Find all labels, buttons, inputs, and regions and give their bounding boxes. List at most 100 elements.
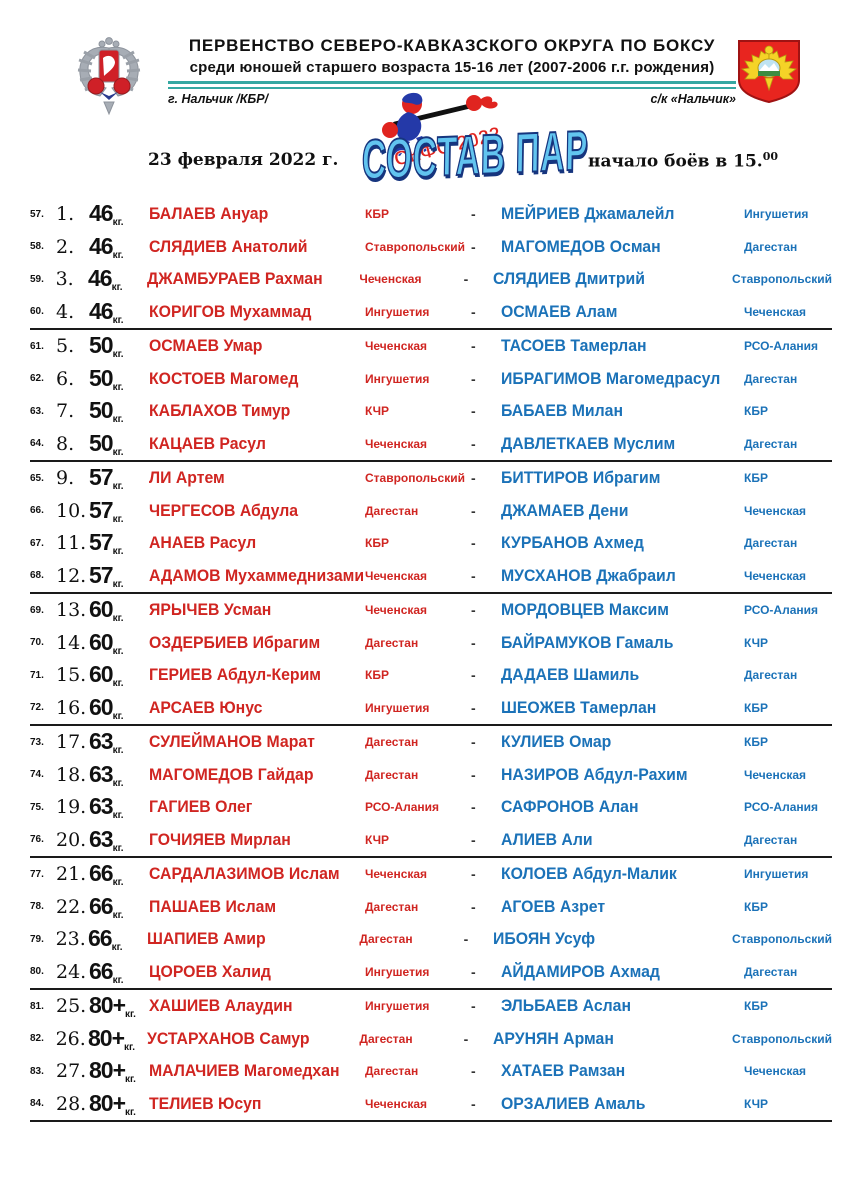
red-corner-region: Дагестан: [365, 735, 419, 750]
pairing-row: 82. 26. 80+кг. УСТАРХАНОВ Самур Дагестан…: [30, 1023, 832, 1056]
weight-value: 57: [89, 529, 114, 556]
weight-value: 66: [89, 957, 114, 984]
pair-number: 9.: [56, 467, 75, 490]
blue-corner-name: ХАТАЕВ Рамзан: [501, 1061, 626, 1081]
weight-category: 60кг.: [89, 629, 149, 657]
pair-number: 7.: [56, 400, 75, 423]
blue-corner-region: Чеченская: [744, 304, 807, 319]
pair-number: 23.: [55, 928, 86, 951]
pair-number: 8.: [56, 432, 75, 455]
red-corner-name: САРДАЛАЗИМОВ Ислам: [149, 864, 340, 884]
blue-corner-region: КБР: [744, 999, 768, 1014]
pairing-row: 57. 1. 46кг. БАЛАЕВ Ануар КБР - МЕЙРИЕВ …: [30, 198, 832, 231]
weight-unit-label: кг.: [112, 777, 124, 789]
weight-category: 46кг.: [89, 233, 149, 261]
blue-corner-name: САФРОНОВ Алан: [501, 797, 639, 817]
red-corner-region: Ставропольский: [365, 471, 465, 486]
weight-unit-label: кг.: [112, 710, 124, 722]
weight-unit-label: кг.: [112, 446, 124, 458]
versus-dash: -: [471, 766, 476, 783]
weight-value: 80+: [89, 1089, 126, 1116]
weight-value: 66: [88, 925, 113, 952]
weight-category: 63кг.: [89, 793, 149, 821]
bout-number: 67.: [30, 537, 44, 549]
blue-corner-region: КЧР: [744, 635, 769, 650]
pair-number: 16.: [56, 696, 87, 719]
pairings-table: 57. 1. 46кг. БАЛАЕВ Ануар КБР - МЕЙРИЕВ …: [30, 198, 832, 1122]
red-corner-name: ОСМАЕВ Умар: [149, 336, 263, 356]
blue-corner-region: Дагестан: [744, 832, 798, 847]
blue-corner-region: Ставропольский: [732, 272, 832, 287]
blue-corner-region: Ингушетия: [744, 867, 809, 882]
pairing-row: 64. 8. 50кг. КАЦАЕВ Расул Чеченская - ДА…: [30, 428, 832, 461]
start-time-text: начало боёв в 15.: [588, 151, 763, 172]
red-corner-region: Чеченская: [365, 867, 428, 882]
red-corner-region: Чеченская: [359, 272, 422, 287]
blue-corner-name: АГОЕВ Азрет: [501, 896, 606, 916]
blue-corner-region: Ингушетия: [744, 207, 809, 222]
weight-category: 80+кг.: [89, 1057, 149, 1085]
bout-number: 73.: [30, 736, 44, 748]
weight-value: 63: [89, 728, 114, 755]
bout-number: 76.: [30, 834, 44, 846]
weight-unit-label: кг.: [112, 381, 124, 393]
versus-dash: -: [471, 699, 476, 716]
bout-number: 57.: [30, 208, 44, 220]
pairing-row: 81. 25. 80+кг. ХАШИЕВ Алаудин Ингушетия …: [30, 990, 832, 1023]
boxer-logo-icon: СКФО 2022: [382, 92, 503, 171]
weight-group-divider: [30, 724, 832, 726]
blue-corner-region: КБР: [744, 700, 768, 715]
weight-unit-label: кг.: [112, 314, 124, 326]
versus-dash: -: [463, 271, 469, 288]
versus-dash: -: [471, 370, 476, 387]
red-corner-name: МАЛАЧИЕВ Магомедхан: [149, 1061, 340, 1081]
bout-number: 69.: [30, 604, 44, 616]
bout-number: 80.: [30, 966, 44, 978]
blue-corner-region: КЧР: [744, 1096, 769, 1111]
bout-number: 70.: [30, 637, 44, 649]
pairing-row: 59. 3. 46кг. ДЖАМБУРАЕВ Рахман Чеченская…: [30, 263, 832, 296]
weight-value: 63: [89, 760, 114, 787]
bout-number: 75.: [30, 801, 44, 813]
weight-category: 57кг.: [89, 464, 149, 492]
weight-value: 60: [89, 693, 114, 720]
red-corner-name: ШАПИЕВ Амир: [147, 929, 266, 949]
red-corner-name: ЦОРОЕВ Халид: [149, 961, 271, 981]
bout-number: 84.: [30, 1098, 44, 1110]
blue-corner-region: Дагестан: [744, 239, 798, 254]
weight-category: 46кг.: [88, 265, 147, 293]
pair-number: 19.: [56, 796, 87, 819]
weight-group-divider: [30, 460, 832, 462]
weight-unit-label: кг.: [112, 414, 124, 426]
red-corner-name: СУЛЕЙМАНОВ Марат: [149, 732, 315, 752]
bout-number: 78.: [30, 901, 44, 913]
bout-number: 71.: [30, 669, 44, 681]
weight-group-divider: [30, 1120, 832, 1122]
weight-value: 80+: [89, 1057, 126, 1084]
start-time: начало боёв в 15.00: [588, 150, 778, 172]
blue-corner-region: Чеченская: [744, 503, 807, 518]
weight-unit-label: кг.: [112, 578, 124, 590]
pair-number: 27.: [56, 1060, 87, 1083]
pair-number: 24.: [56, 960, 87, 983]
blue-corner-name: ЭЛЬБАЕВ Аслан: [501, 996, 632, 1016]
red-corner-region: Чеченская: [365, 568, 428, 583]
versus-dash: -: [471, 1095, 476, 1112]
red-corner-region: Дагестан: [365, 503, 419, 518]
red-corner-region: Ингушетия: [365, 371, 430, 386]
pairing-row: 74. 18. 63кг. МАГОМЕДОВ Гайдар Дагестан …: [30, 759, 832, 792]
event-date: 23 февраля 2022 г.: [148, 150, 339, 170]
red-corner-name: ГЕРИЕВ Абдул-Керим: [149, 665, 321, 685]
blue-corner-name: АЛИЕВ Али: [501, 829, 593, 849]
pairing-row: 80. 24. 66кг. ЦОРОЕВ Халид Ингушетия - А…: [30, 956, 832, 989]
versus-dash: -: [471, 567, 476, 584]
red-corner-name: МАГОМЕДОВ Гайдар: [149, 764, 314, 784]
blue-corner-name: КУРБАНОВ Ахмед: [501, 533, 644, 553]
blue-corner-region: Чеченская: [744, 1064, 807, 1079]
blue-corner-name: ДАДАЕВ Шамиль: [501, 665, 640, 685]
weight-value: 80+: [89, 992, 126, 1019]
weight-unit-label: кг.: [125, 1106, 136, 1118]
blue-corner-name: ТАСОЕВ Тамерлан: [501, 336, 647, 356]
red-corner-name: ГАГИЕВ Олег: [149, 797, 253, 817]
pair-number: 1.: [56, 203, 75, 226]
